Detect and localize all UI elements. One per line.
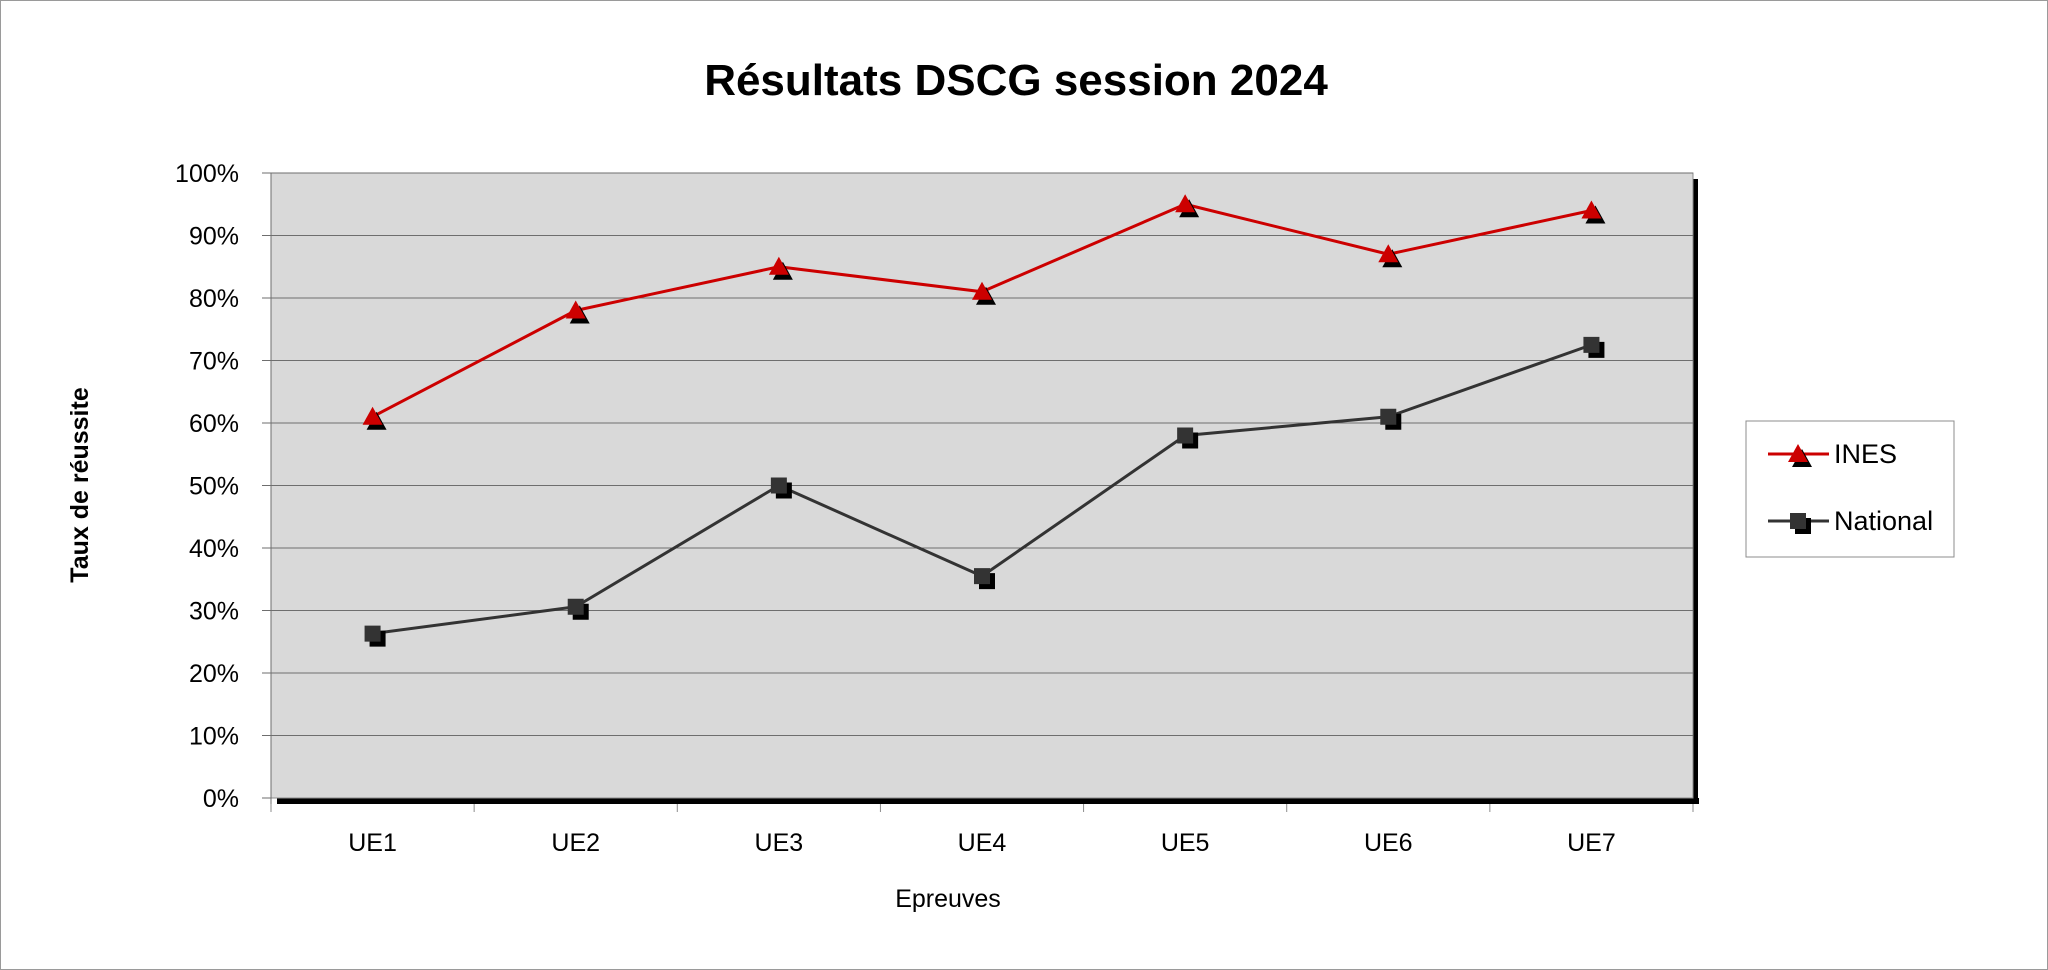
y-tick-label: 60% [189, 410, 239, 438]
national-point [364, 625, 386, 647]
x-axis-ticks: UE1 UE2 UE3 UE4 UE5 UE6 UE7 [270, 804, 1694, 857]
ines-point [565, 300, 590, 324]
y-tick-label: 100% [175, 160, 239, 188]
legend-marker [1790, 513, 1811, 534]
legend-label: INES [1834, 439, 1897, 469]
national-point [567, 598, 589, 620]
chart-title: Résultats DSCG session 2024 [704, 56, 1328, 105]
y-tick-label: 0% [203, 785, 239, 813]
x-axis-title: Epreuves [895, 885, 1001, 913]
x-tick-label: UE1 [348, 829, 397, 857]
ines-point [972, 281, 996, 305]
ines-point [1581, 200, 1606, 224]
x-tick-label: UE6 [1364, 829, 1413, 857]
y-axis-title: Taux de réussite [66, 387, 94, 583]
y-tick-label: 90% [189, 223, 239, 251]
x-tick-label: UE2 [551, 829, 600, 857]
y-tick-label: 40% [189, 535, 239, 563]
plot-depth-bottom [277, 798, 1699, 804]
x-tick-label: UE5 [1161, 829, 1210, 857]
legend-marker [1788, 444, 1812, 467]
y-axis-ticks: 0% 10% 20% 30% 40% 50% 60% 70% 80% 90% 100% [175, 160, 272, 813]
x-tick-label: UE7 [1567, 829, 1616, 857]
y-tick-label: 30% [189, 598, 239, 626]
x-tick-label: UE3 [755, 829, 804, 857]
y-tick-label: 70% [189, 348, 239, 376]
ines-point [1378, 244, 1403, 268]
y-tick-label: 20% [189, 660, 239, 688]
legend: INES National [1745, 420, 1955, 558]
national-point [1380, 408, 1402, 430]
ines-point [1175, 194, 1200, 218]
national-point [974, 568, 995, 590]
series-layer [362, 194, 1606, 647]
y-tick-label: 10% [189, 723, 239, 751]
national-point [770, 477, 792, 499]
legend-label: National [1834, 506, 1933, 536]
legend-box [1745, 420, 1955, 558]
y-tick-label: 80% [189, 285, 239, 313]
plot-depth-right [1693, 179, 1698, 802]
plot-area [270, 172, 1699, 804]
ines-point [362, 406, 387, 430]
x-tick-label: UE4 [958, 829, 1007, 857]
ines-point [768, 256, 793, 280]
y-tick-label: 50% [189, 473, 239, 501]
national-point [1177, 427, 1199, 449]
national-point [1583, 336, 1605, 358]
